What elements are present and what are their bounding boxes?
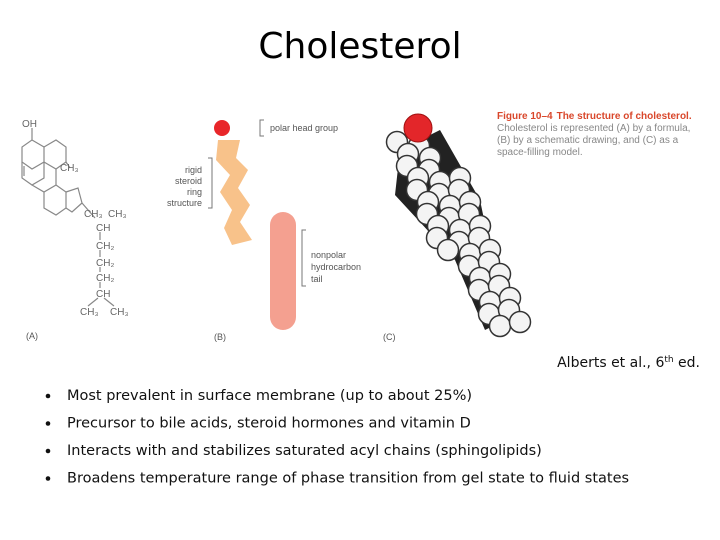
citation-sup: th [664,355,673,365]
annotation: polar head group [270,123,338,133]
bullet-marker [45,393,51,399]
bracket [208,119,306,287]
bullet-text: Interacts with and stabilizes saturated … [67,443,542,459]
atom [436,238,460,262]
formula-label: CH [96,223,110,234]
formula-label: CH₃ [108,209,127,220]
annotation: tail [311,274,323,284]
formula-label: OH [22,119,37,130]
bullet-marker [45,421,51,426]
figure-heading: The structure of cholesterol. [557,111,692,122]
caption-line: (B) by a schematic drawing, and (C) as a [497,135,679,146]
oxygen-atom [403,113,433,143]
atom [508,310,532,334]
figure-number: Figure 10–4 [497,111,553,122]
title: Cholesterol [258,26,461,67]
annotation: nonpolar [311,250,346,260]
formula-label: CH₂ [96,258,114,269]
caption-line: space-filling model. [497,147,583,158]
formula-label: CH₂ [96,273,114,284]
annotation: ring [187,187,202,197]
citation-tail: ed. [674,355,700,371]
citation: Alberts et al., 6th ed. [557,355,700,371]
bullet-text: Broadens temperature range of phase tran… [67,471,629,487]
panel-label: (B) [214,332,226,342]
atom [488,314,512,338]
ring-shape [216,140,252,245]
formula-label: CH₃ [110,307,129,318]
annotation: hydrocarbon [311,262,361,272]
panel-label: (C) [383,332,396,342]
bullet-list: Most prevalent in surface membrane (up t… [45,388,629,487]
caption-line: Cholesterol is represented (A) by a form… [497,123,690,134]
tail-shape [270,212,296,330]
annotation: steroid [175,176,202,186]
bullet-text: Precursor to bile acids, steroid hormone… [67,416,471,432]
bullet-marker [45,476,51,481]
head-shape [214,120,230,136]
annotation: rigid [185,165,202,175]
formula-label: CH [96,289,110,300]
space-filling-model [385,113,532,338]
bullet-text: Most prevalent in surface membrane (up t… [67,388,472,404]
formula-skeleton [21,128,115,307]
bullet-marker [45,448,51,454]
formula-label: CH₃ [80,307,99,318]
panel-label: (A) [26,331,38,341]
formula-label: CH₂ [96,241,114,252]
citation-text: Alberts et al., 6 [557,355,664,371]
formula-label: CH₃ [60,163,79,174]
annotation: structure [167,198,202,208]
caption-heading: Figure 10–4 The structure of cholesterol. [497,111,692,122]
formula-label: CH₃ [84,209,103,220]
